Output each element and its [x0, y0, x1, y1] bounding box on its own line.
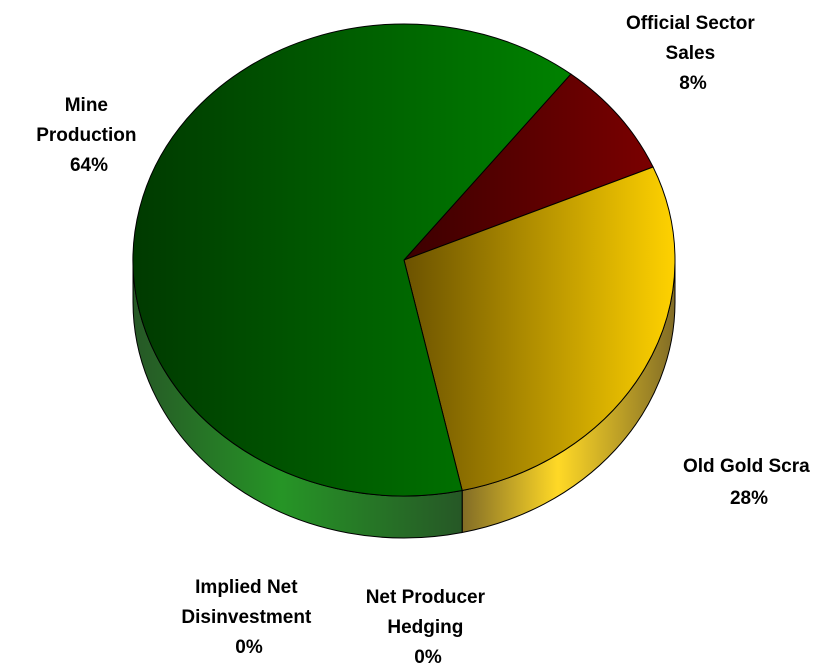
slice-old-gold-scra: [403, 166, 676, 492]
pie-slices: [132, 23, 676, 497]
slice-official-sector-sales: [403, 73, 654, 261]
slice-label-mine-production: Mine Production 64%: [36, 95, 142, 176]
pie-labels: Official Sector Sales 8% Old Gold Scra 2…: [36, 13, 815, 668]
slice-label-implied-net-disinvestment: Implied Net Disinvestment 0%: [181, 577, 316, 658]
slice-label-official-sector-sales: Official Sector Sales 8%: [626, 13, 760, 94]
slice-label-old-gold-scrap: Old Gold Scra 28%: [683, 456, 815, 509]
slice-mine-production: [132, 23, 572, 497]
slice-label-net-producer-hedging: Net Producer Hedging 0%: [366, 587, 491, 668]
